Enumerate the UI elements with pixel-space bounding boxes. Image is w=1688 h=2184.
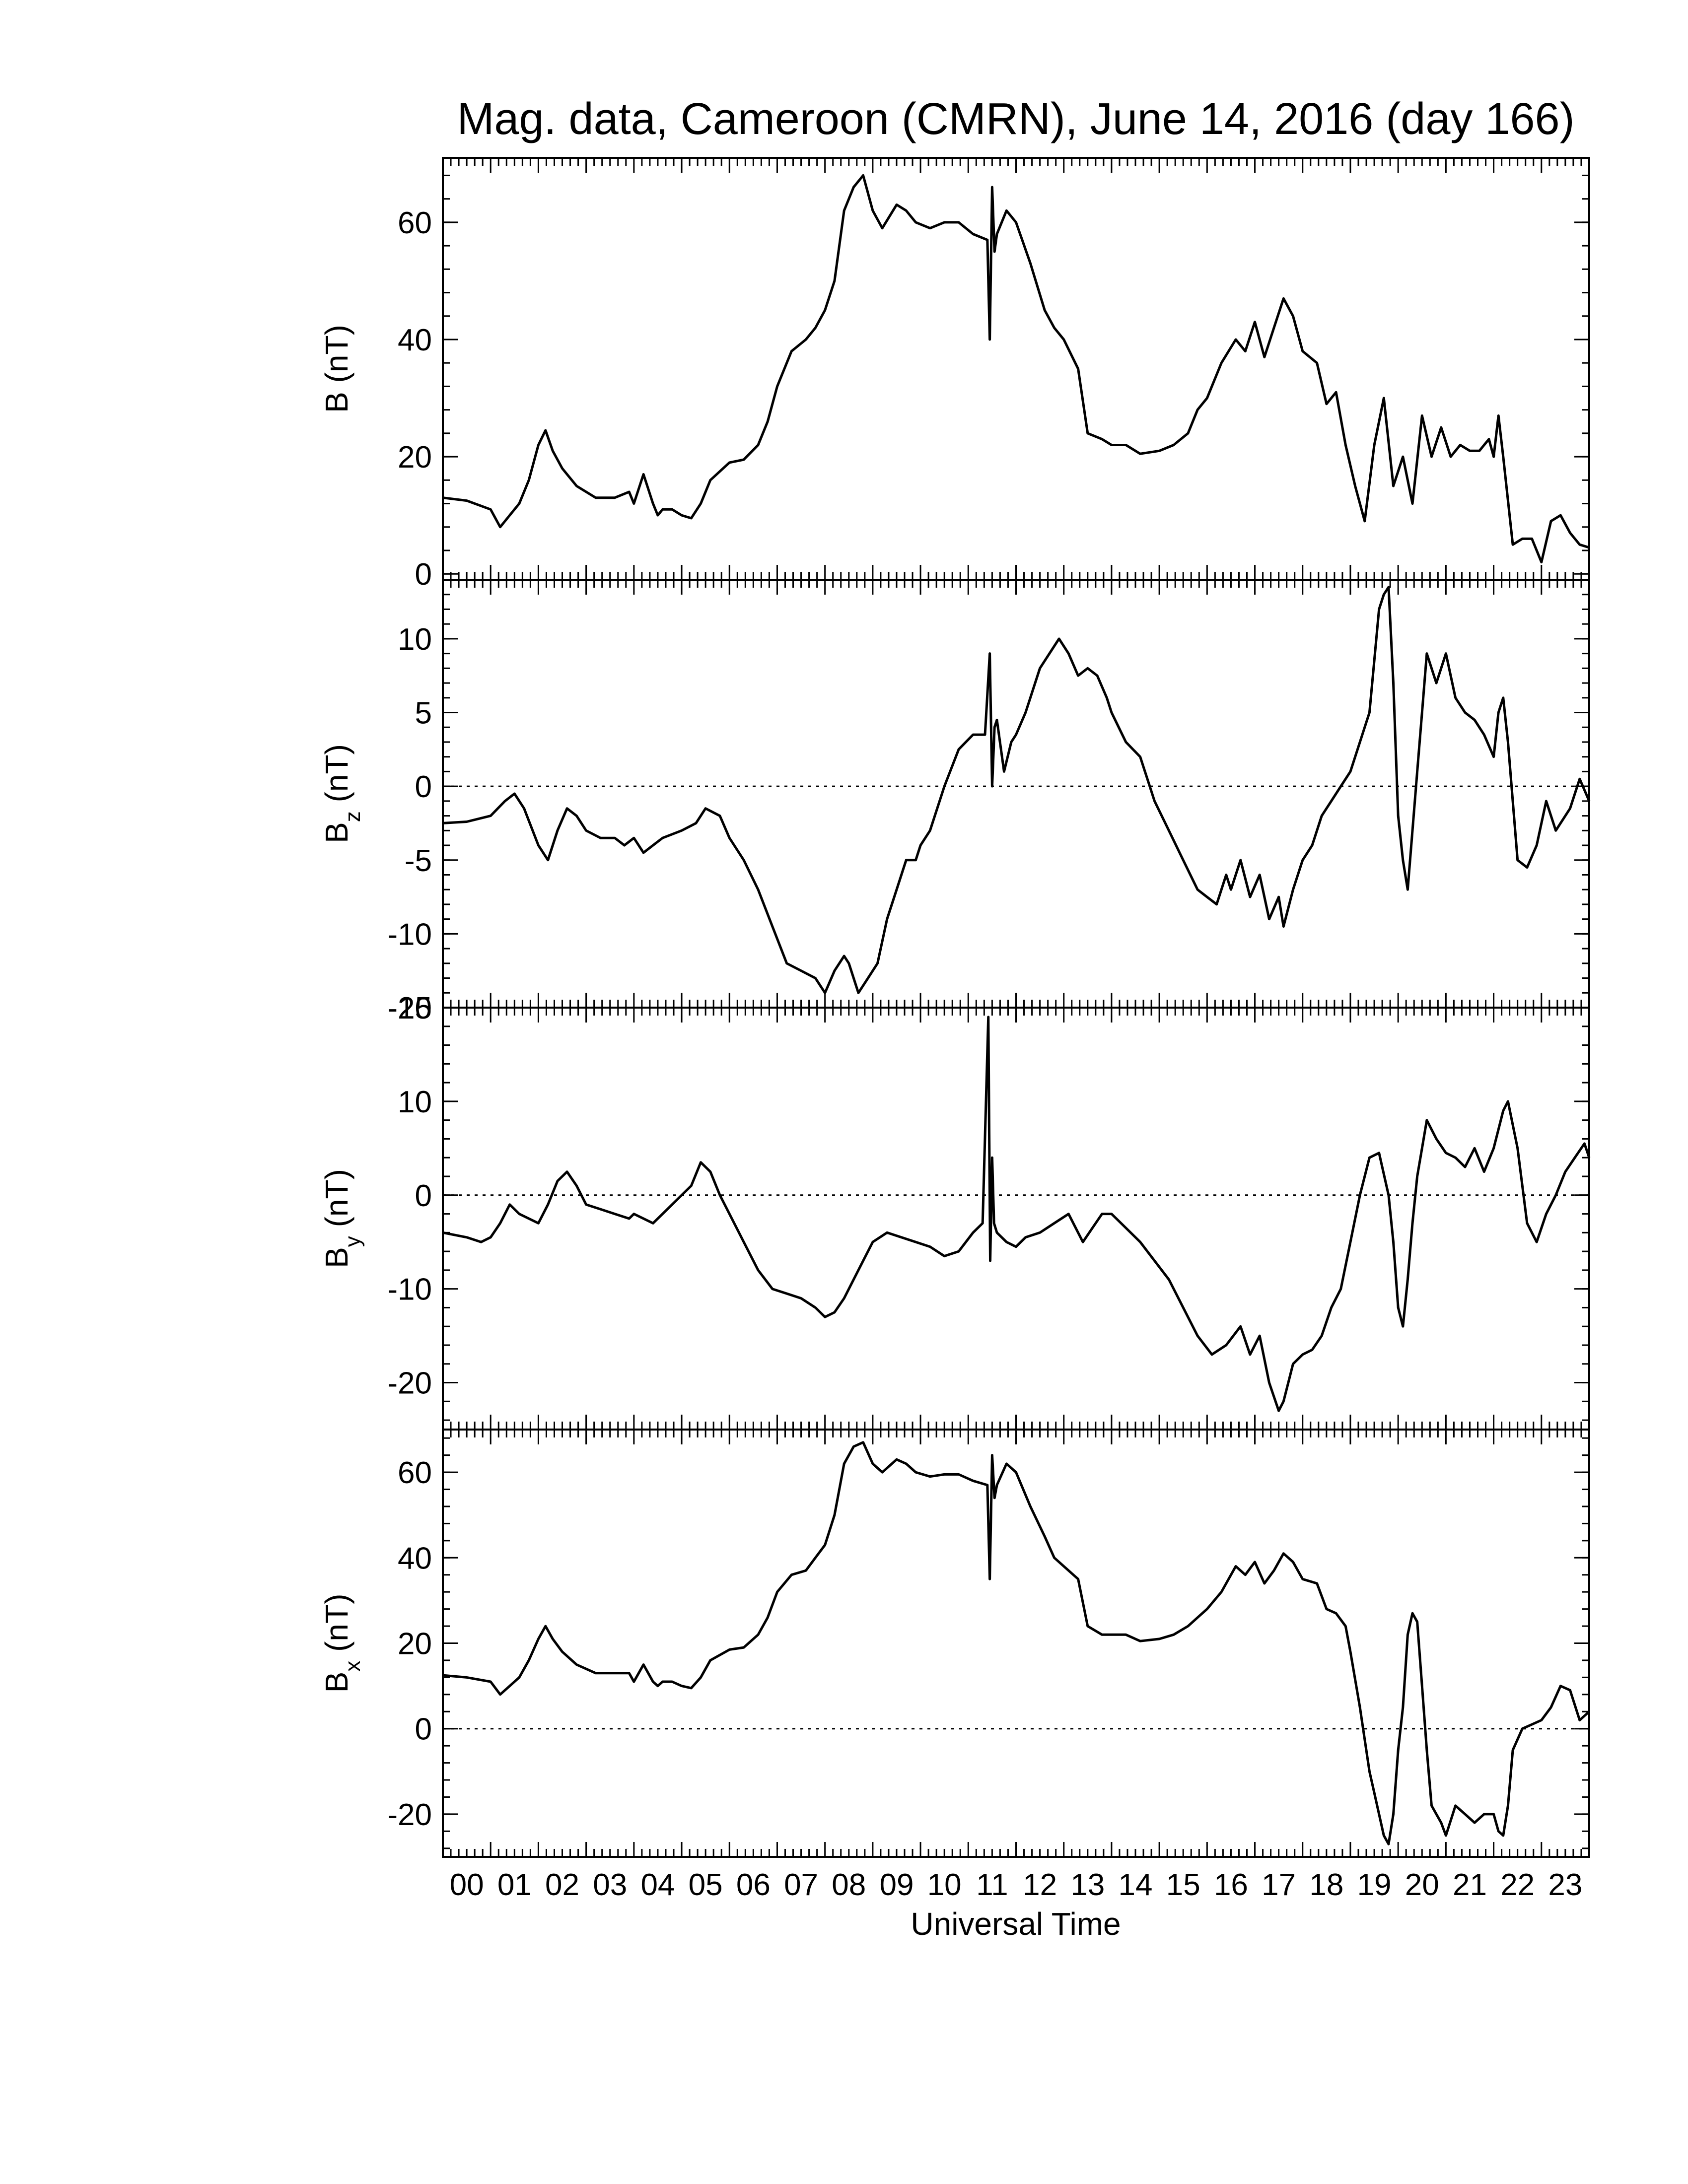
y-tick-label: 0 (415, 557, 432, 592)
series-line-By (442, 1016, 1591, 1412)
panel-By: -20 -10 0 10 20 By (nT) (319, 991, 1591, 1431)
y-axis-label: B (nT) (319, 325, 354, 413)
x-tick-label: 10 (927, 1868, 962, 1902)
y-tick-label: 10 (398, 1085, 432, 1119)
x-tick-label: 01 (497, 1868, 532, 1902)
y-tick-label: 60 (398, 206, 432, 240)
panel-Bx: -20 0 20 40 60 Bx (nT) (319, 1429, 1590, 1858)
x-tick-label: 06 (736, 1868, 771, 1902)
series-line-B (442, 174, 1590, 564)
y-tick-label: 10 (398, 622, 432, 657)
chart-title: Mag. data, Cameroon (CMRN), June 14, 201… (457, 94, 1574, 144)
x-tick-label: 08 (832, 1868, 866, 1902)
panel-B: 0 20 40 60 B (nT) (319, 157, 1590, 592)
y-tick-label: -5 (405, 844, 432, 878)
x-tick-label: 23 (1548, 1868, 1582, 1902)
y-tick-label: 40 (398, 323, 432, 357)
series-line-Bx (442, 1441, 1590, 1845)
x-tick-label: 07 (784, 1868, 818, 1902)
x-tick-label: 22 (1500, 1868, 1535, 1902)
panels: 0 20 40 60 B (nT) -15 -10 -5 0 5 10 Bz (nT) -20 -10 0 1… (319, 157, 1591, 1858)
x-tick-label: 04 (640, 1868, 675, 1902)
y-tick-label: 5 (415, 696, 432, 731)
x-tick-label: 02 (545, 1868, 579, 1902)
y-tick-label: 20 (398, 1627, 432, 1661)
x-tick-label: 19 (1357, 1868, 1392, 1902)
x-tick-label: 15 (1166, 1868, 1200, 1902)
y-tick-label: -20 (387, 1798, 432, 1832)
x-tick-label: 21 (1453, 1868, 1487, 1902)
y-tick-label: -10 (387, 1273, 432, 1307)
y-axis-label: Bx (nT) (319, 1594, 365, 1693)
x-tick-label: 18 (1309, 1868, 1343, 1902)
x-tick-label: 14 (1119, 1868, 1153, 1902)
y-axis-label: Bz (nT) (319, 744, 365, 843)
panel-frame (442, 579, 1590, 1009)
x-tick-label: 13 (1070, 1868, 1105, 1902)
y-tick-label: -10 (387, 917, 432, 952)
y-tick-label: -20 (387, 1366, 432, 1401)
x-tick-label: 20 (1405, 1868, 1439, 1902)
y-tick-label: -15 (387, 991, 432, 1025)
panel-Bz: -15 -10 -5 0 5 10 Bz (nT) (319, 579, 1591, 1025)
x-tick-label: 05 (689, 1868, 723, 1902)
series-line-Bz (442, 586, 1591, 994)
x-tick-label: 16 (1214, 1868, 1248, 1902)
x-tick-labels: 00 01 02 03 04 05 06 07 08 09 10 11 12 13 14 15 16 17 18 19… (450, 1868, 1583, 1902)
y-tick-label: 60 (398, 1456, 432, 1490)
x-tick-label: 00 (450, 1868, 484, 1902)
x-axis-label: Universal Time (911, 1906, 1121, 1942)
y-tick-label: 0 (415, 1179, 432, 1213)
x-tick-label: 12 (1023, 1868, 1057, 1902)
x-tick-label: 03 (593, 1868, 627, 1902)
y-tick-label: 40 (398, 1541, 432, 1575)
panel-frame (442, 1429, 1590, 1858)
y-tick-label: 0 (415, 1712, 432, 1747)
x-tick-label: 09 (879, 1868, 914, 1902)
x-tick-label: 17 (1262, 1868, 1296, 1902)
y-axis-label: By (nT) (319, 1169, 365, 1268)
panel-frame (442, 1007, 1590, 1431)
y-tick-label: 20 (398, 991, 432, 1025)
y-tick-label: 20 (398, 440, 432, 475)
x-tick-label: 11 (976, 1868, 1008, 1902)
y-tick-label: 0 (415, 770, 432, 804)
